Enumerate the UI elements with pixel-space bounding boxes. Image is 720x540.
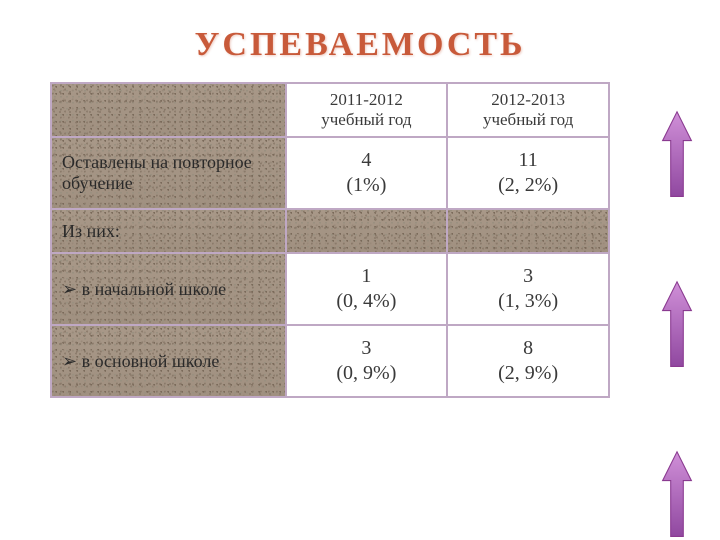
row-label-primary: ➢ в начальной школе [51,253,286,325]
table-row: Оставлены на повторное обучение 4(1%) 11… [51,137,609,209]
slide: УСПЕВАЕМОСТЬ 2011-2012 учебный год 2012-… [0,0,720,540]
row-label-retained: Оставлены на повторное обучение [51,137,286,209]
cell-retained-2012: 11(2, 2%) [447,137,609,209]
cell-secondary-2012: 8(2, 9%) [447,325,609,397]
page-title: УСПЕВАЕМОСТЬ [40,26,680,64]
row-label-ofthem: Из них: [51,209,286,253]
col-header-2012: 2012-2013 учебный год [447,83,609,137]
table-row: ➢ в основной школе 3(0, 9%) 8(2, 9%) [51,325,609,397]
col-header-2011: 2011-2012 учебный год [286,83,448,137]
cell-primary-2012: 3(1, 3%) [447,253,609,325]
cell-secondary-2011: 3(0, 9%) [286,325,448,397]
performance-table-wrap: 2011-2012 учебный год 2012-2013 учебный … [50,82,610,398]
blank-cell [447,209,609,253]
arrow-up-icon [658,110,696,200]
arrows-group [658,110,696,540]
table-row: ➢ в начальной школе 1(0, 4%) 3(1, 3%) [51,253,609,325]
row-label-secondary: ➢ в основной школе [51,325,286,397]
cell-retained-2011: 4(1%) [286,137,448,209]
cell-primary-2011: 1(0, 4%) [286,253,448,325]
header-row: 2011-2012 учебный год 2012-2013 учебный … [51,83,609,137]
table-row: Из них: [51,209,609,253]
arrow-up-icon [658,280,696,370]
blank-corner-cell [51,83,286,137]
blank-cell [286,209,448,253]
arrow-up-icon [658,450,696,540]
performance-table: 2011-2012 учебный год 2012-2013 учебный … [50,82,610,398]
